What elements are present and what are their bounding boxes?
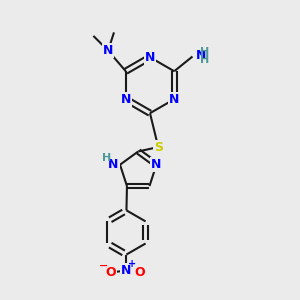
Text: O: O [106,266,116,279]
Text: O: O [134,266,145,279]
Text: N: N [103,44,113,57]
Text: −: − [99,261,109,271]
Text: H: H [200,47,209,57]
Text: S: S [154,141,163,154]
Text: N: N [108,158,118,171]
Text: N: N [121,264,132,277]
Text: N: N [151,158,162,171]
Text: N: N [196,49,206,62]
Text: H: H [200,55,209,65]
Text: N: N [121,93,131,106]
Text: N: N [169,93,179,106]
Text: N: N [145,51,155,64]
Text: +: + [128,259,136,269]
Text: H: H [102,153,111,163]
